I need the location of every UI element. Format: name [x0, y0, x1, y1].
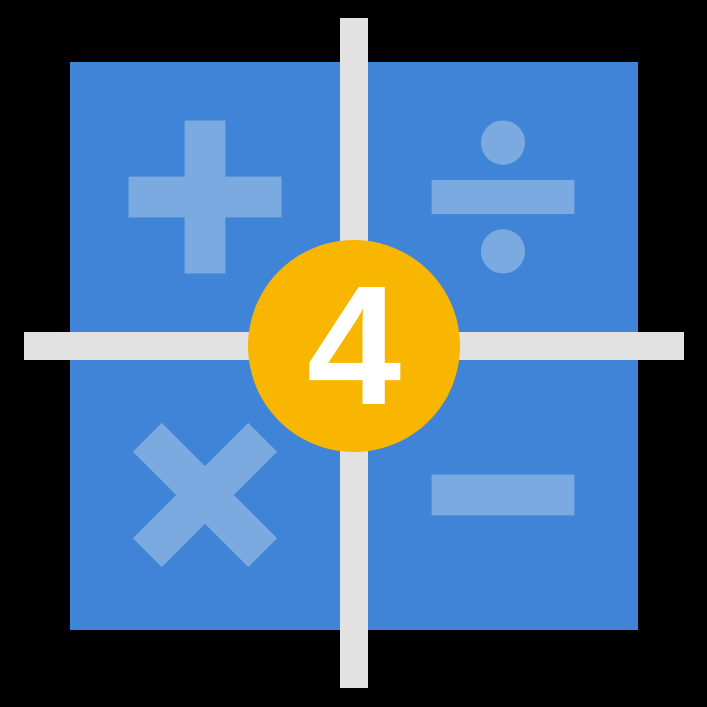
- badge-number: 4: [307, 261, 402, 431]
- center-badge: 4: [248, 240, 460, 452]
- math-logo: 4: [0, 0, 707, 707]
- minus-icon: [418, 410, 588, 580]
- plus-icon: [120, 112, 290, 282]
- divide-icon: [418, 112, 588, 282]
- times-icon: [120, 410, 290, 580]
